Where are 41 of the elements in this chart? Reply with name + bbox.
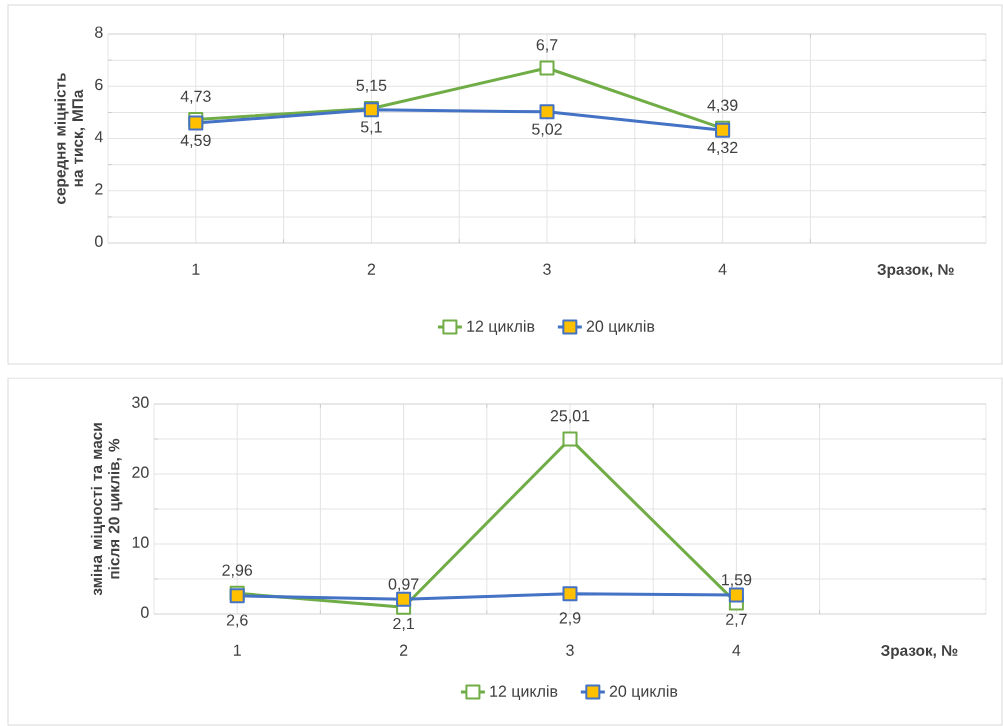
data-label: 25,01	[550, 410, 590, 424]
data-label: 1,59	[722, 574, 752, 588]
y-axis-title: середня міцність на тиск, МПа	[54, 73, 86, 204]
data-label: 4,59	[180, 134, 211, 148]
x-axis-title: Зразок, №	[877, 264, 954, 278]
x-tick-label: 3	[543, 263, 551, 275]
y-axis-title: зміна міцності та маси після 20 циклів, %	[90, 423, 123, 596]
data-label: 0,97	[388, 578, 419, 592]
data-label: 6,7	[536, 39, 558, 53]
x-tick-label: 4	[732, 644, 741, 656]
x-tick-label: 2	[399, 644, 408, 656]
data-label: 5,02	[532, 123, 562, 137]
data-label: 2,96	[222, 564, 253, 578]
data-label: 2,7	[726, 613, 747, 627]
y-tick-label: 0	[141, 606, 149, 618]
legend-label: 12 циклів	[467, 320, 535, 335]
data-label: 2,9	[559, 612, 581, 626]
data-label: 2,6	[226, 614, 248, 628]
y-tick-label: 0	[95, 235, 103, 247]
data-label: 4,32	[707, 141, 738, 155]
data-label: 4,39	[707, 99, 738, 113]
data-label: 5,15	[356, 79, 387, 93]
y-tick-label: 30	[132, 396, 149, 408]
x-tick-label: 4	[718, 263, 727, 275]
y-tick-label: 10	[132, 536, 149, 548]
legend-label: 20 циклів	[586, 320, 655, 335]
x-tick-label: 2	[367, 263, 376, 275]
x-tick-label: 3	[566, 644, 574, 656]
legend-label: 20 циклів	[609, 685, 678, 700]
x-tick-label: 1	[233, 644, 241, 656]
data-label: 2,1	[393, 617, 414, 632]
data-label: 4,73	[180, 90, 211, 104]
y-tick-label: 6	[95, 78, 103, 91]
y-tick-label: 8	[95, 26, 103, 38]
x-tick-label: 1	[192, 263, 200, 275]
y-tick-label: 2	[95, 183, 103, 195]
data-label: 5,1	[360, 121, 382, 135]
legend-label: 12 циклів	[490, 685, 558, 700]
y-tick-label: 4	[94, 131, 103, 143]
y-tick-label: 20	[132, 466, 149, 478]
x-axis-title: Зразок, №	[880, 645, 958, 659]
